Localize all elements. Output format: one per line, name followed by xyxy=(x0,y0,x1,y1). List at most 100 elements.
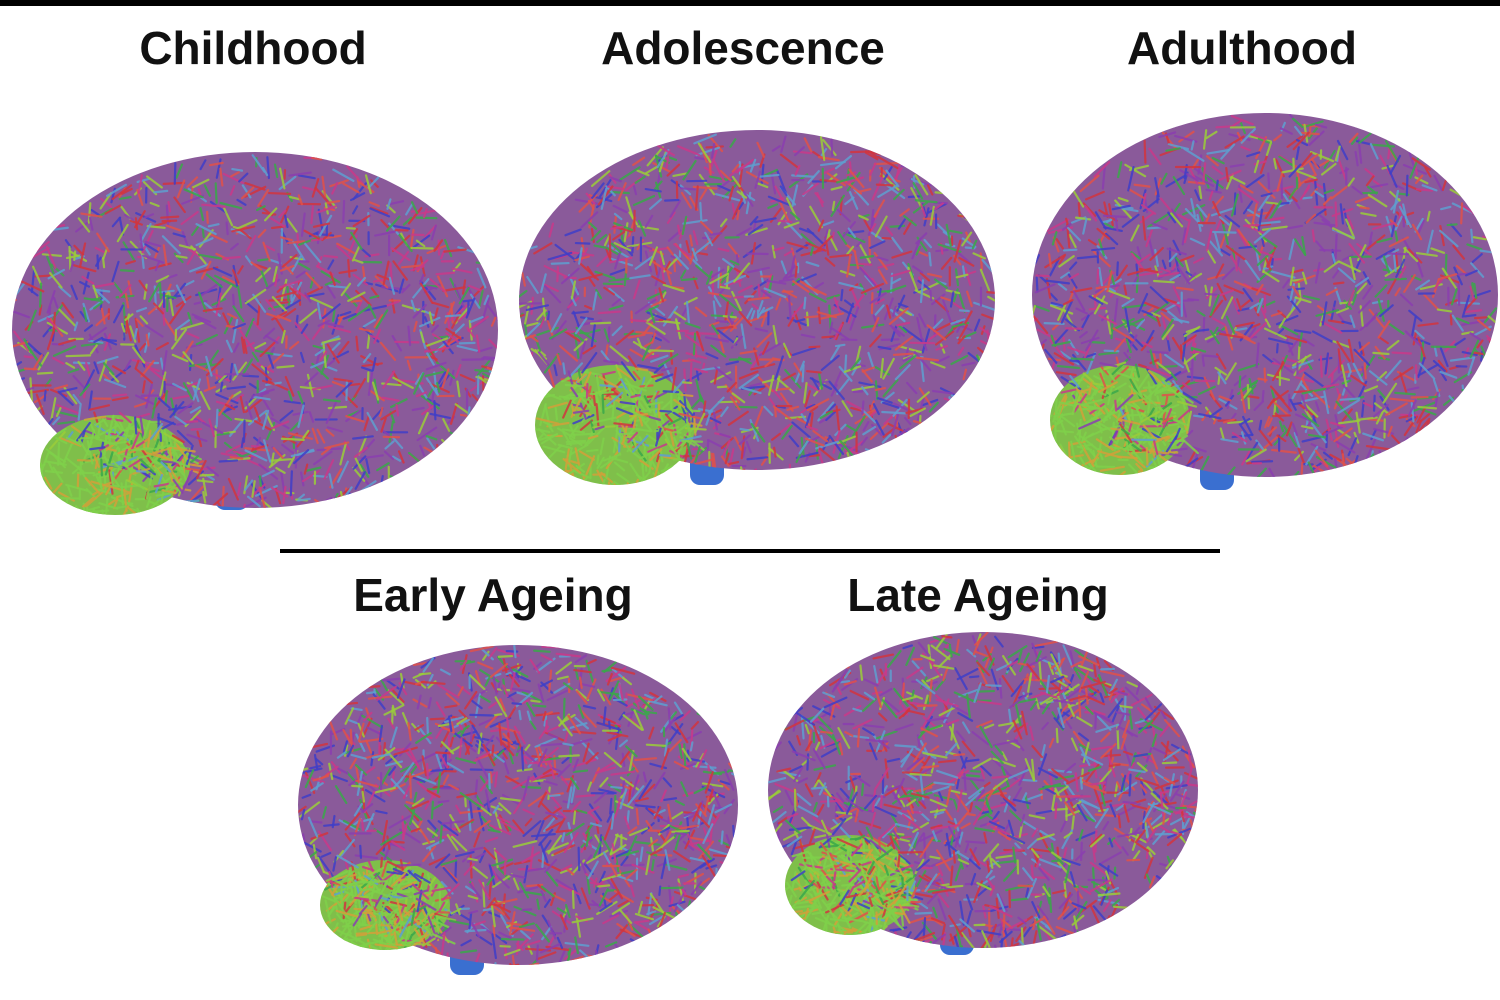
fiber xyxy=(100,458,103,477)
fiber xyxy=(406,359,412,371)
fiber xyxy=(278,175,297,191)
fiber xyxy=(587,434,599,440)
fiber xyxy=(755,173,780,179)
fiber xyxy=(1240,389,1247,414)
fiber xyxy=(1464,309,1483,314)
fiber xyxy=(1277,309,1287,319)
fiber xyxy=(546,689,568,702)
fiber xyxy=(1285,421,1293,437)
fiber xyxy=(311,384,333,391)
brain-illustration xyxy=(298,645,738,975)
fiber xyxy=(574,317,588,335)
fiber xyxy=(1392,253,1397,273)
fiber xyxy=(606,391,624,407)
fiber xyxy=(905,407,924,415)
fiber xyxy=(1301,425,1314,430)
fiber xyxy=(208,418,216,438)
fiber xyxy=(861,323,885,329)
fiber xyxy=(1416,405,1427,424)
fiber xyxy=(485,713,499,729)
fiber xyxy=(400,264,422,269)
fiber xyxy=(895,163,901,180)
fiber xyxy=(645,433,659,444)
fiber xyxy=(1079,331,1088,339)
fiber xyxy=(337,340,350,356)
fiber xyxy=(1153,440,1159,456)
fiber xyxy=(948,396,953,410)
fiber xyxy=(574,255,590,262)
fiber xyxy=(417,412,429,435)
fiber xyxy=(1081,444,1095,468)
fiber xyxy=(899,353,919,370)
fiber xyxy=(580,237,585,253)
fiber xyxy=(724,468,746,480)
fiber xyxy=(407,325,412,347)
fiber xyxy=(126,506,138,515)
fiber xyxy=(345,226,356,230)
fiber xyxy=(1205,130,1218,140)
fiber xyxy=(1294,450,1304,462)
fiber xyxy=(288,341,300,350)
fiber xyxy=(241,358,254,377)
fiber xyxy=(798,437,811,455)
fiber xyxy=(1267,417,1273,428)
fiber xyxy=(357,276,367,287)
fiber xyxy=(199,390,211,411)
fiber xyxy=(400,759,417,781)
fiber xyxy=(906,381,918,395)
fiber xyxy=(881,410,907,415)
fiber xyxy=(354,471,366,490)
fiber xyxy=(433,239,444,252)
fiber xyxy=(1081,376,1098,391)
fiber xyxy=(276,364,295,369)
fiber xyxy=(1433,174,1444,192)
fiber xyxy=(1295,146,1300,161)
fiber xyxy=(186,176,199,188)
fiber xyxy=(1298,331,1304,347)
fiber xyxy=(426,337,449,347)
fiber xyxy=(1089,472,1108,477)
fiber xyxy=(692,332,697,356)
fiber xyxy=(504,775,523,787)
fiber xyxy=(422,207,428,219)
fiber xyxy=(1098,266,1104,289)
fiber xyxy=(219,167,224,187)
fiber xyxy=(1211,165,1224,176)
fiber xyxy=(659,250,666,266)
fiber xyxy=(848,168,865,189)
fiber xyxy=(1387,147,1391,160)
fiber xyxy=(148,282,161,303)
fiber xyxy=(812,429,829,443)
fiber xyxy=(65,354,92,358)
fiber xyxy=(141,449,154,466)
fiber xyxy=(529,351,534,363)
fiber xyxy=(456,683,471,696)
fiber xyxy=(547,401,568,409)
fiber xyxy=(513,691,534,710)
fiber xyxy=(1441,179,1447,191)
fiber xyxy=(1333,427,1353,443)
fiber xyxy=(642,345,661,360)
fiber xyxy=(892,305,897,317)
fiber xyxy=(1046,218,1070,232)
fiber xyxy=(237,482,242,497)
fiber xyxy=(1100,366,1110,376)
fiber xyxy=(564,383,585,388)
fiber xyxy=(807,170,820,184)
fiber xyxy=(645,807,655,816)
fiber xyxy=(556,907,567,914)
fiber xyxy=(1194,328,1210,333)
fiber xyxy=(1314,261,1321,284)
fiber xyxy=(1133,403,1143,421)
fiber xyxy=(1406,386,1420,391)
fiber xyxy=(737,284,753,294)
fiber xyxy=(627,426,652,433)
fiber xyxy=(1157,384,1172,393)
fiber xyxy=(209,200,228,214)
fiber xyxy=(331,181,339,195)
fiber xyxy=(658,453,671,457)
fiber xyxy=(882,401,900,409)
fiber xyxy=(540,890,547,903)
fiber xyxy=(1278,317,1287,329)
